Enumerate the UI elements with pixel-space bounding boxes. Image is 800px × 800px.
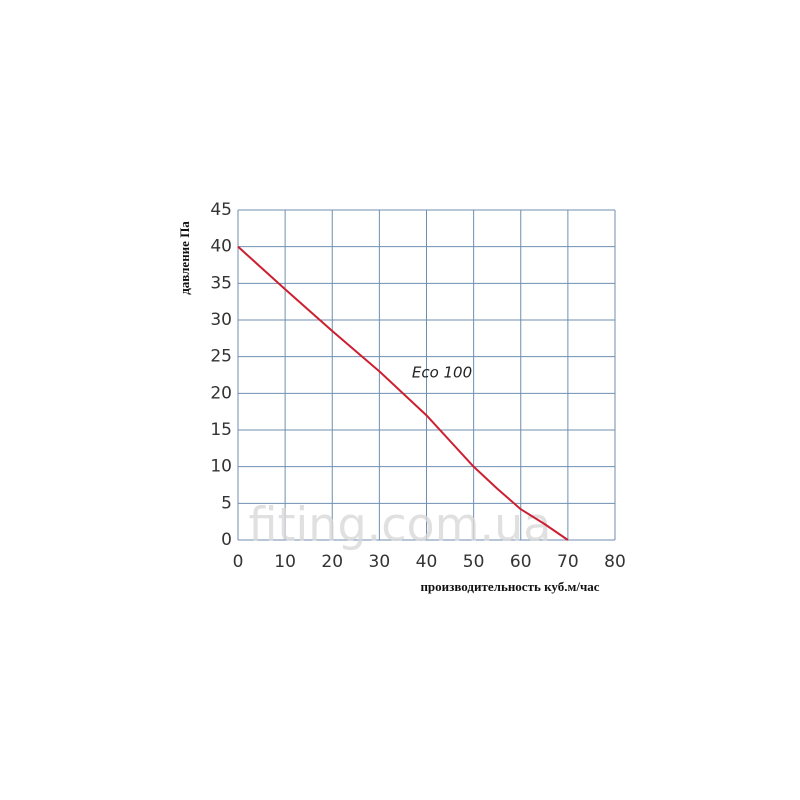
x-tick-label: 40 — [416, 552, 438, 572]
x-tick-label: 60 — [510, 552, 532, 572]
y-tick-label: 25 — [210, 347, 232, 367]
y-tick-label: 45 — [210, 200, 232, 220]
y-tick-label: 20 — [210, 383, 232, 403]
x-tick-label: 50 — [463, 552, 485, 572]
line — [237, 245, 569, 541]
y-axis-label: давление Па — [177, 221, 192, 295]
y-tick-label: 0 — [221, 530, 232, 550]
y-tick-label: 15 — [210, 420, 232, 440]
y-tick-label: 40 — [210, 237, 232, 257]
y-tick-label: 30 — [210, 310, 232, 330]
x-axis-label: производительность куб.м/час — [420, 579, 599, 594]
x-tick-label: 30 — [369, 552, 391, 572]
x-tick-label: 10 — [274, 552, 296, 572]
x-tick-label: 70 — [557, 552, 579, 572]
watermark: fiting.com.ua — [249, 498, 552, 552]
y-tick-label: 5 — [221, 493, 232, 513]
annotation: Eco 100 — [412, 364, 472, 382]
x-tick-label: 20 — [321, 552, 343, 572]
y-tick-label: 35 — [210, 273, 232, 293]
y-tick-label: 10 — [210, 457, 232, 477]
x-tick-label: 0 — [233, 552, 244, 572]
x-tick-label: 80 — [604, 552, 626, 572]
